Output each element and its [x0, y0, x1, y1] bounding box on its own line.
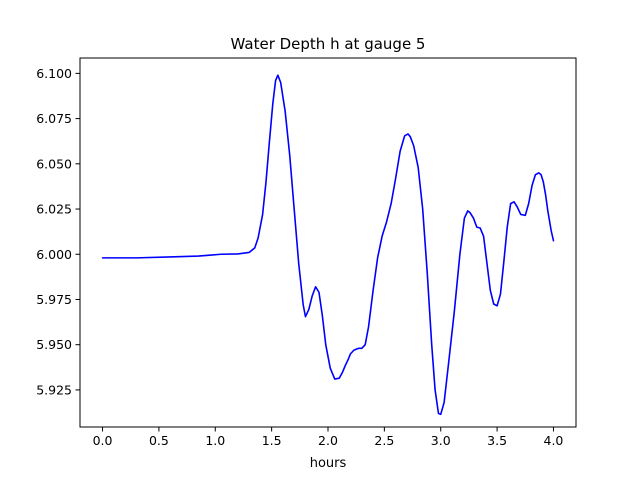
y-tick-label: 6.075 [36, 111, 72, 126]
x-tick-label: 3.5 [487, 433, 507, 448]
x-tick-label: 0.5 [149, 433, 169, 448]
chart-title: Water Depth h at gauge 5 [231, 35, 426, 53]
x-tick-label: 3.0 [431, 433, 451, 448]
y-tick-label: 6.100 [36, 66, 72, 81]
x-tick-label: 1.0 [205, 433, 225, 448]
y-tick-label: 5.975 [36, 292, 72, 307]
x-axis-label: hours [310, 456, 347, 471]
y-tick-label: 6.025 [36, 202, 72, 217]
y-tick-label: 6.050 [36, 156, 72, 171]
y-tick-label: 5.925 [36, 382, 72, 397]
x-tick-label: 2.5 [374, 433, 394, 448]
plot-area: 0.0 0.5 1.0 1.5 2.0 2.5 3.0 3.5 4.0 5.925 5.950 5.9… [36, 57, 577, 448]
x-tick-label: 0.0 [93, 433, 113, 448]
x-tick-label: 2.0 [318, 433, 338, 448]
y-tick-label: 6.000 [36, 247, 72, 262]
series-line-0 [101, 74, 555, 416]
x-tick-label: 1.5 [262, 433, 282, 448]
x-tick-label: 4.0 [544, 433, 564, 448]
y-tick-label: 5.950 [36, 337, 72, 352]
